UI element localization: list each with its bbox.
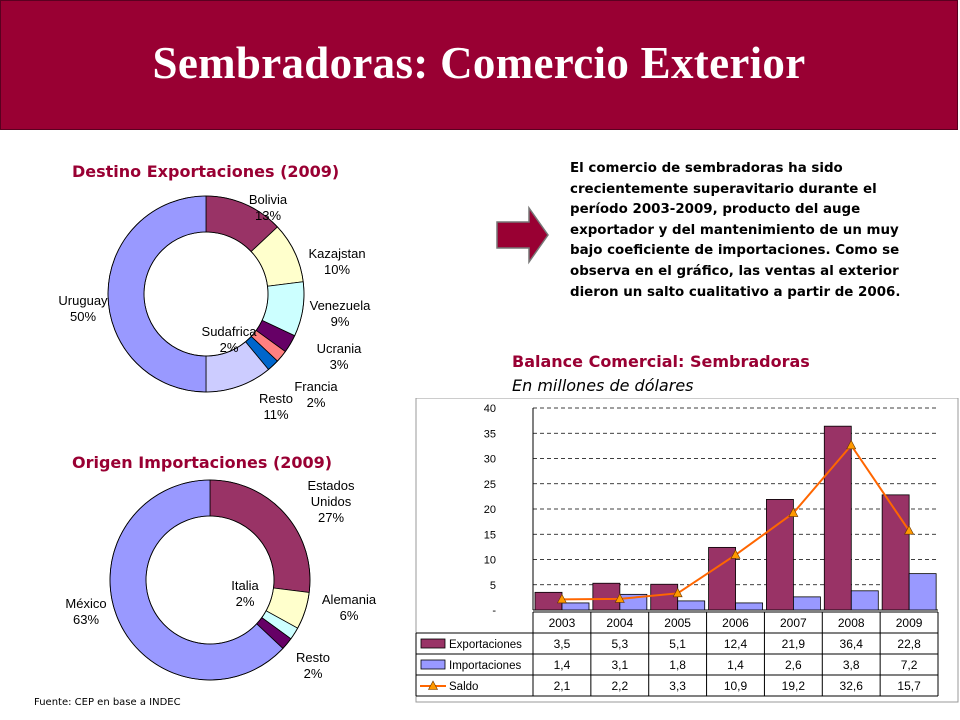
- legend-label-exportaciones: Exportaciones: [449, 639, 522, 651]
- export-destination-donut: Bolivia 13% Kazajstan 10% Venezuela 9% Ucrania…: [58, 192, 371, 422]
- balance-chart-subtitle: En millones de dólares: [512, 376, 694, 395]
- summary-paragraph: El comercio de sembradoras ha sido creci…: [570, 161, 901, 300]
- chart-area: [415, 398, 959, 703]
- y-tick-label: -: [492, 605, 496, 617]
- pie-label-uruguay: Uruguay 50%: [58, 293, 108, 324]
- table-value: 2,1: [554, 679, 571, 693]
- legend-label-saldo: Saldo: [449, 681, 478, 693]
- legend-swatch-exportaciones: [420, 638, 446, 649]
- slide-title: Sembradoras: Comercio Exterior: [152, 38, 806, 88]
- bar-importaciones-2008: [850, 590, 879, 611]
- table-value: 3,1: [611, 658, 628, 672]
- right-arrow-icon: [496, 205, 549, 265]
- pie-label-alemania: Alemania 6%: [322, 592, 377, 623]
- category-label-2003: 2003: [549, 616, 576, 630]
- bar-exportaciones-2003: [534, 591, 563, 611]
- import-origin-donut: Estados Unidos 27% Alemania 6% Italia 2% Resto 2…: [65, 478, 377, 681]
- export-pie-title: Destino Exportaciones (2009): [72, 162, 340, 181]
- pie-label-resto: Resto 11%: [259, 391, 293, 422]
- table-value: 3,5: [554, 637, 571, 651]
- saldo-marker-2003: [556, 593, 567, 604]
- saldo-marker-2005: [672, 587, 683, 598]
- pie-slice-uruguay: [107, 195, 207, 393]
- y-tick-label: 15: [484, 529, 496, 541]
- bar-exportaciones-2007: [766, 499, 794, 611]
- pie-label-bolivia: Bolivia 13%: [249, 192, 288, 223]
- bar-exportaciones-2009: [881, 494, 910, 611]
- pie-label-kazajstan: Kazajstan 10%: [308, 246, 365, 277]
- table-value: 10,9: [724, 679, 748, 693]
- table-value: 22,8: [897, 637, 921, 651]
- saldo-marker-2007: [788, 507, 799, 517]
- bar-exportaciones-2005: [650, 583, 679, 611]
- table-value: 3,3: [669, 679, 686, 693]
- table-value: 5,3: [611, 637, 628, 651]
- bar-importaciones-2003: [561, 602, 590, 611]
- pie-slice-estados-unidos: [209, 479, 311, 593]
- bar-importaciones-2006: [735, 602, 763, 611]
- y-tick-label: 35: [484, 428, 496, 440]
- table-value: 2,2: [611, 679, 628, 693]
- trade-balance-chart: - 5 10 15 20 25 30 35 40 2003 2004 2005 2006 2007 2008…: [415, 398, 959, 703]
- table-value: 36,4: [840, 637, 864, 651]
- title-banner: Sembradoras: Comercio Exterior: [0, 0, 958, 130]
- pie-label-italia: Italia 2%: [231, 578, 259, 609]
- table-value: 3,8: [843, 658, 860, 672]
- data-table: 2003 2004 2005 2006 2007 2008 2009 Exportacione…: [415, 611, 939, 697]
- table-value: 15,7: [897, 679, 921, 693]
- pie-label-francia: Francia 2%: [294, 379, 338, 410]
- table-value: 21,9: [782, 637, 806, 651]
- source-footer: Fuente: CEP en base a INDEC: [34, 697, 181, 708]
- pie-label-venezuela: Venezuela 9%: [310, 298, 371, 329]
- legend-label-importaciones: Importaciones: [449, 660, 521, 672]
- table-value: 1,4: [727, 658, 744, 672]
- bar-exportaciones-2008: [823, 425, 852, 611]
- y-tick-label: 25: [484, 479, 496, 491]
- pie-label-mexico: México 63%: [65, 596, 106, 627]
- y-tick-label: 5: [490, 580, 496, 592]
- bar-exportaciones-2004: [592, 582, 621, 611]
- import-pie-title: Origen Importaciones (2009): [72, 453, 333, 472]
- pie-label-sudafrica: Sudafrica 2%: [202, 324, 258, 355]
- category-label-2006: 2006: [722, 616, 749, 630]
- table-value: 1,8: [669, 658, 686, 672]
- legend-swatch-importaciones: [420, 659, 446, 670]
- bar-importaciones-2005: [677, 600, 706, 611]
- table-value: 19,2: [782, 679, 806, 693]
- table-value: 5,1: [669, 637, 686, 651]
- bar-importaciones-2007: [793, 596, 821, 611]
- table-value: 12,4: [724, 637, 748, 651]
- y-tick-label: 20: [484, 504, 496, 516]
- table-value: 32,6: [840, 679, 864, 693]
- pie-label-ucrania: Ucrania 3%: [317, 341, 363, 372]
- category-label-2005: 2005: [664, 616, 691, 630]
- balance-chart-title: Balance Comercial: Sembradoras: [512, 352, 810, 371]
- category-label-2004: 2004: [606, 616, 633, 630]
- bar-importaciones-2009: [908, 573, 937, 611]
- category-label-2009: 2009: [896, 616, 923, 630]
- table-value: 7,2: [901, 658, 918, 672]
- saldo-marker-2004: [614, 593, 625, 603]
- table-value: 1,4: [554, 658, 571, 672]
- category-label-2007: 2007: [780, 616, 807, 630]
- table-value: 2,6: [785, 658, 802, 672]
- pie-label-estados-unidos: Estados Unidos 27%: [308, 478, 355, 525]
- category-label-2008: 2008: [838, 616, 865, 630]
- saldo-marker-2009: [904, 525, 915, 535]
- saldo-marker-2008: [846, 439, 857, 450]
- y-tick-label: 40: [484, 403, 496, 415]
- y-tick-label: 10: [484, 555, 496, 567]
- y-tick-label: 30: [484, 454, 496, 466]
- pie-label-resto: Resto 2%: [296, 650, 330, 681]
- saldo-marker-2006: [730, 549, 741, 559]
